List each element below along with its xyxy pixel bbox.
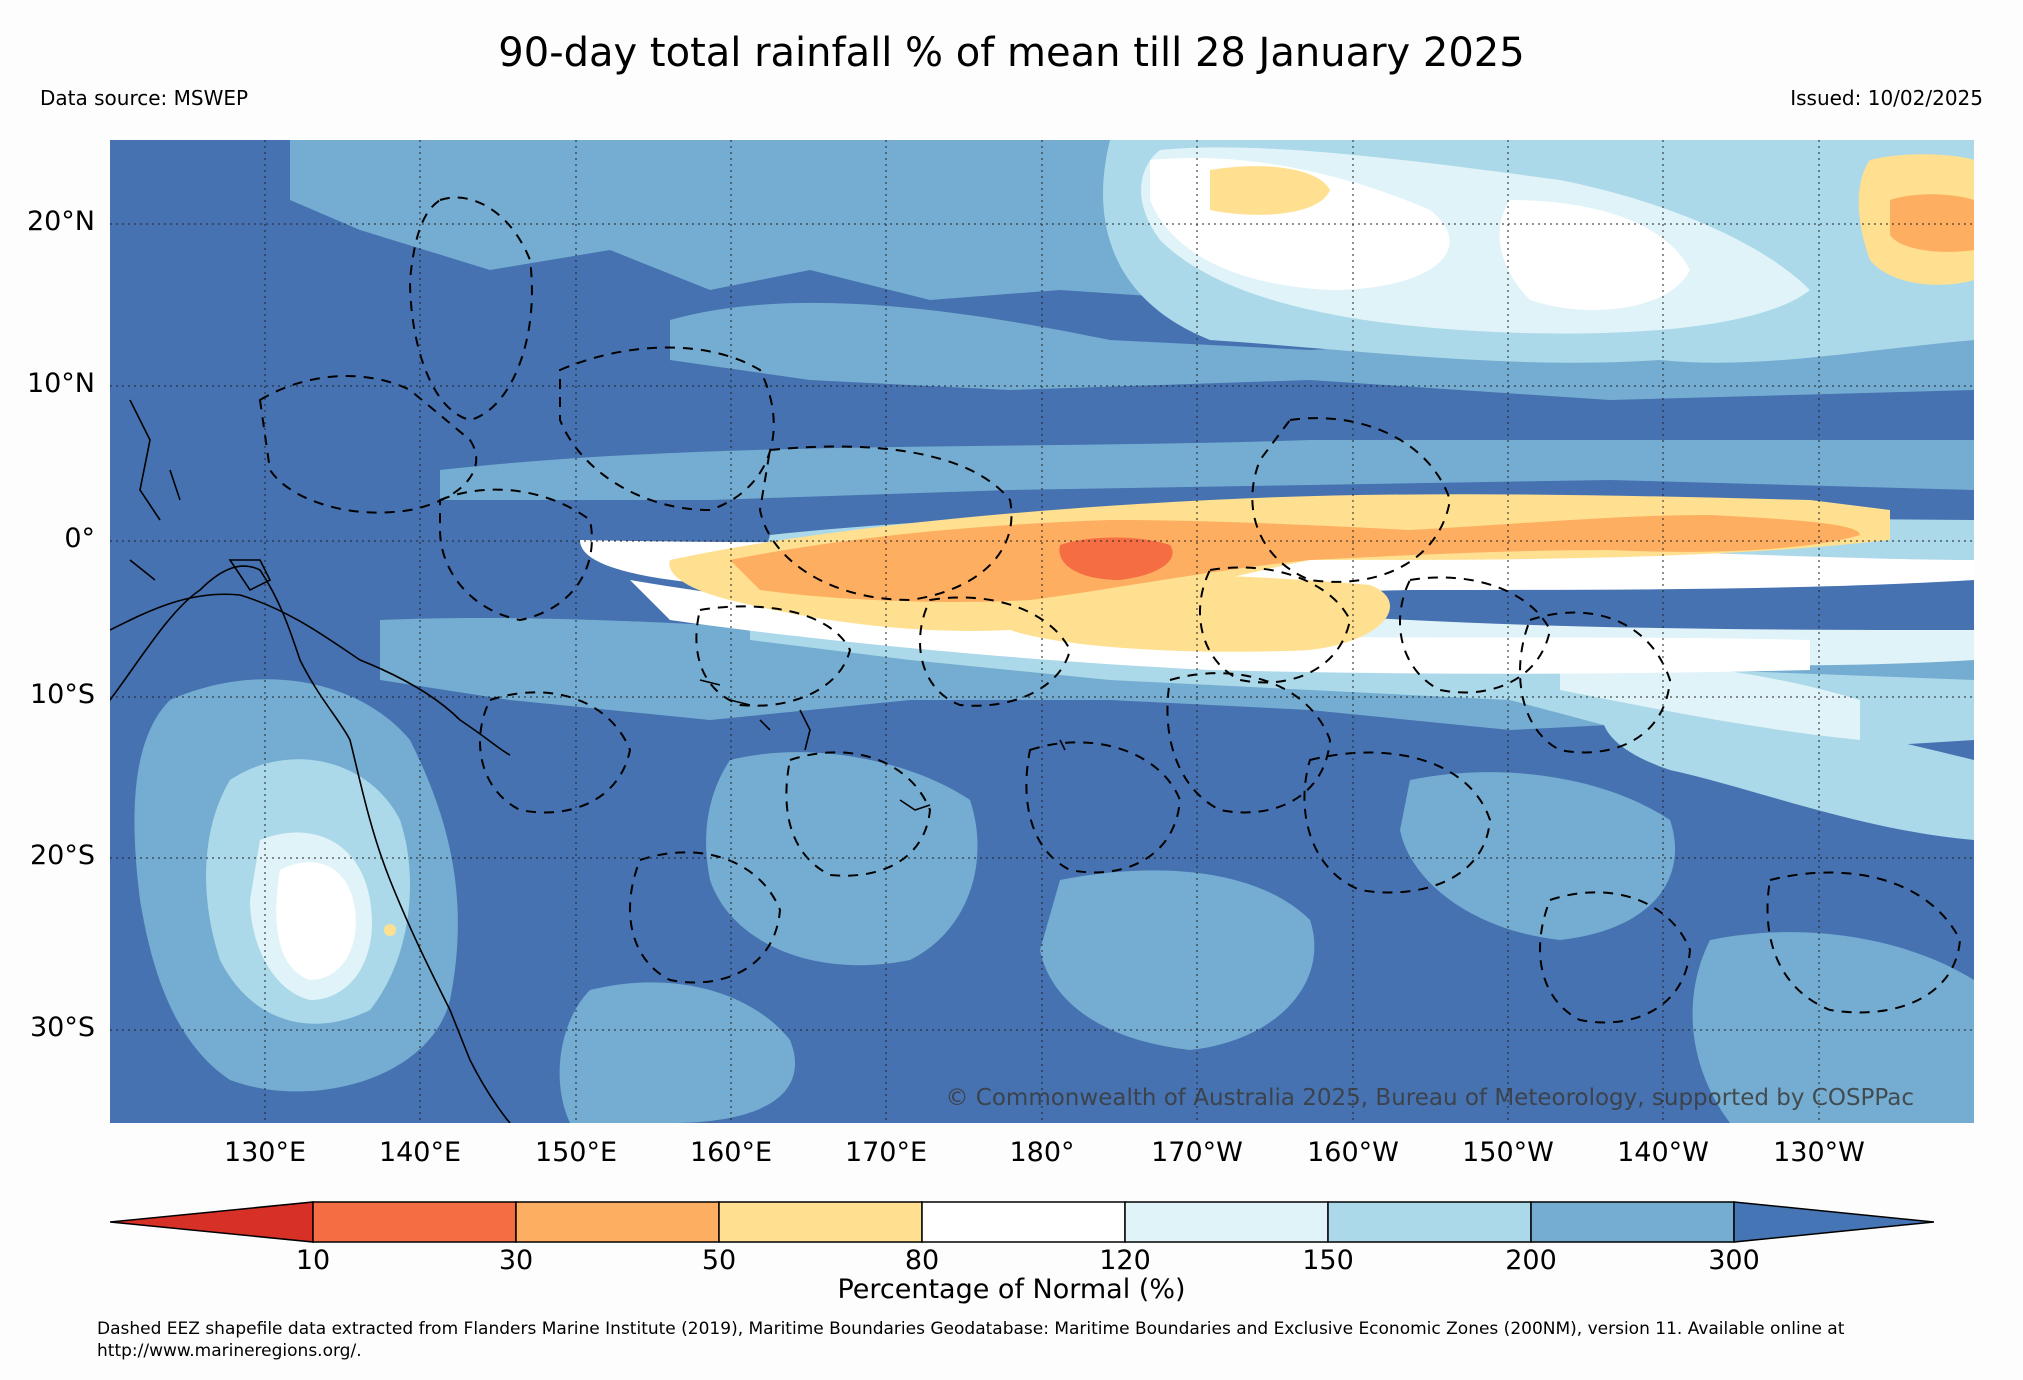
data-source: Data source: MSWEP (40, 86, 249, 110)
colorbar-segment-lt10 (110, 1201, 314, 1243)
copyright-notice: © Commonwealth of Australia 2025, Bureau… (945, 1085, 1914, 1111)
colorbar-segment-120-150 (1124, 1201, 1329, 1243)
colorbar-tick-150: 150 (1302, 1245, 1354, 1276)
lon-label-150w: 150°W (1462, 1137, 1554, 1168)
lon-label-170e: 170°E (844, 1137, 928, 1168)
map-title: 90-day total rainfall % of mean till 28 … (498, 30, 1525, 76)
colorbar-tick-50: 50 (701, 1245, 737, 1276)
lat-label-20n: 20°N (26, 206, 95, 237)
region-10-30 (1059, 537, 1173, 580)
colorbar-label: Percentage of Normal (%) (837, 1274, 1186, 1305)
colorbar-segment-gt300 (1733, 1201, 1934, 1243)
lon-label-130e: 130°E (223, 1137, 307, 1168)
lon-label-130w: 130°W (1773, 1137, 1865, 1168)
colorbar-segment-30-50 (515, 1201, 720, 1243)
lon-label-180: 180° (1009, 1137, 1075, 1168)
issued-date: Issued: 10/02/2025 (1790, 86, 1983, 110)
lat-label-10s: 10°S (30, 679, 95, 710)
colorbar-tick-200: 200 (1505, 1245, 1557, 1276)
colorbar-tick-80: 80 (904, 1245, 940, 1276)
lat-label-20s: 20°S (30, 840, 95, 871)
footnote: Dashed EEZ shapefile data extracted from… (97, 1319, 1845, 1361)
colorbar-segment-50-80 (718, 1201, 923, 1243)
lat-label-0: 0° (64, 523, 95, 554)
colorbar-tick-10: 10 (295, 1245, 331, 1276)
lon-label-160w: 160°W (1307, 1137, 1399, 1168)
region-200-300 (134, 140, 1974, 1123)
rainfall-map: © Commonwealth of Australia 2025, Bureau… (110, 140, 1974, 1123)
coastlines (110, 399, 1066, 1123)
colorbar-segment-200-300 (1530, 1201, 1735, 1243)
lon-label-170w: 170°W (1151, 1137, 1243, 1168)
lon-label-160e: 160°E (689, 1137, 773, 1168)
colorbar (110, 1201, 1934, 1243)
region-30-50 (730, 194, 1974, 602)
lon-label-150e: 150°E (534, 1137, 618, 1168)
lat-label-10n: 10°N (26, 368, 95, 399)
colorbar-tick-120: 120 (1099, 1245, 1151, 1276)
lon-label-140e: 140°E (378, 1137, 462, 1168)
lat-label-30s: 30°S (30, 1012, 95, 1043)
colorbar-tick-300: 300 (1708, 1245, 1760, 1276)
lon-label-140w: 140°W (1617, 1137, 1709, 1168)
colorbar-tick-30: 30 (498, 1245, 534, 1276)
graticule (110, 140, 1974, 1123)
colorbar-segment-80-120 (921, 1201, 1126, 1243)
eez-boundaries (258, 196, 1962, 1024)
colorbar-segment-150-200 (1327, 1201, 1532, 1243)
colorbar-segment-10-30 (312, 1201, 517, 1243)
